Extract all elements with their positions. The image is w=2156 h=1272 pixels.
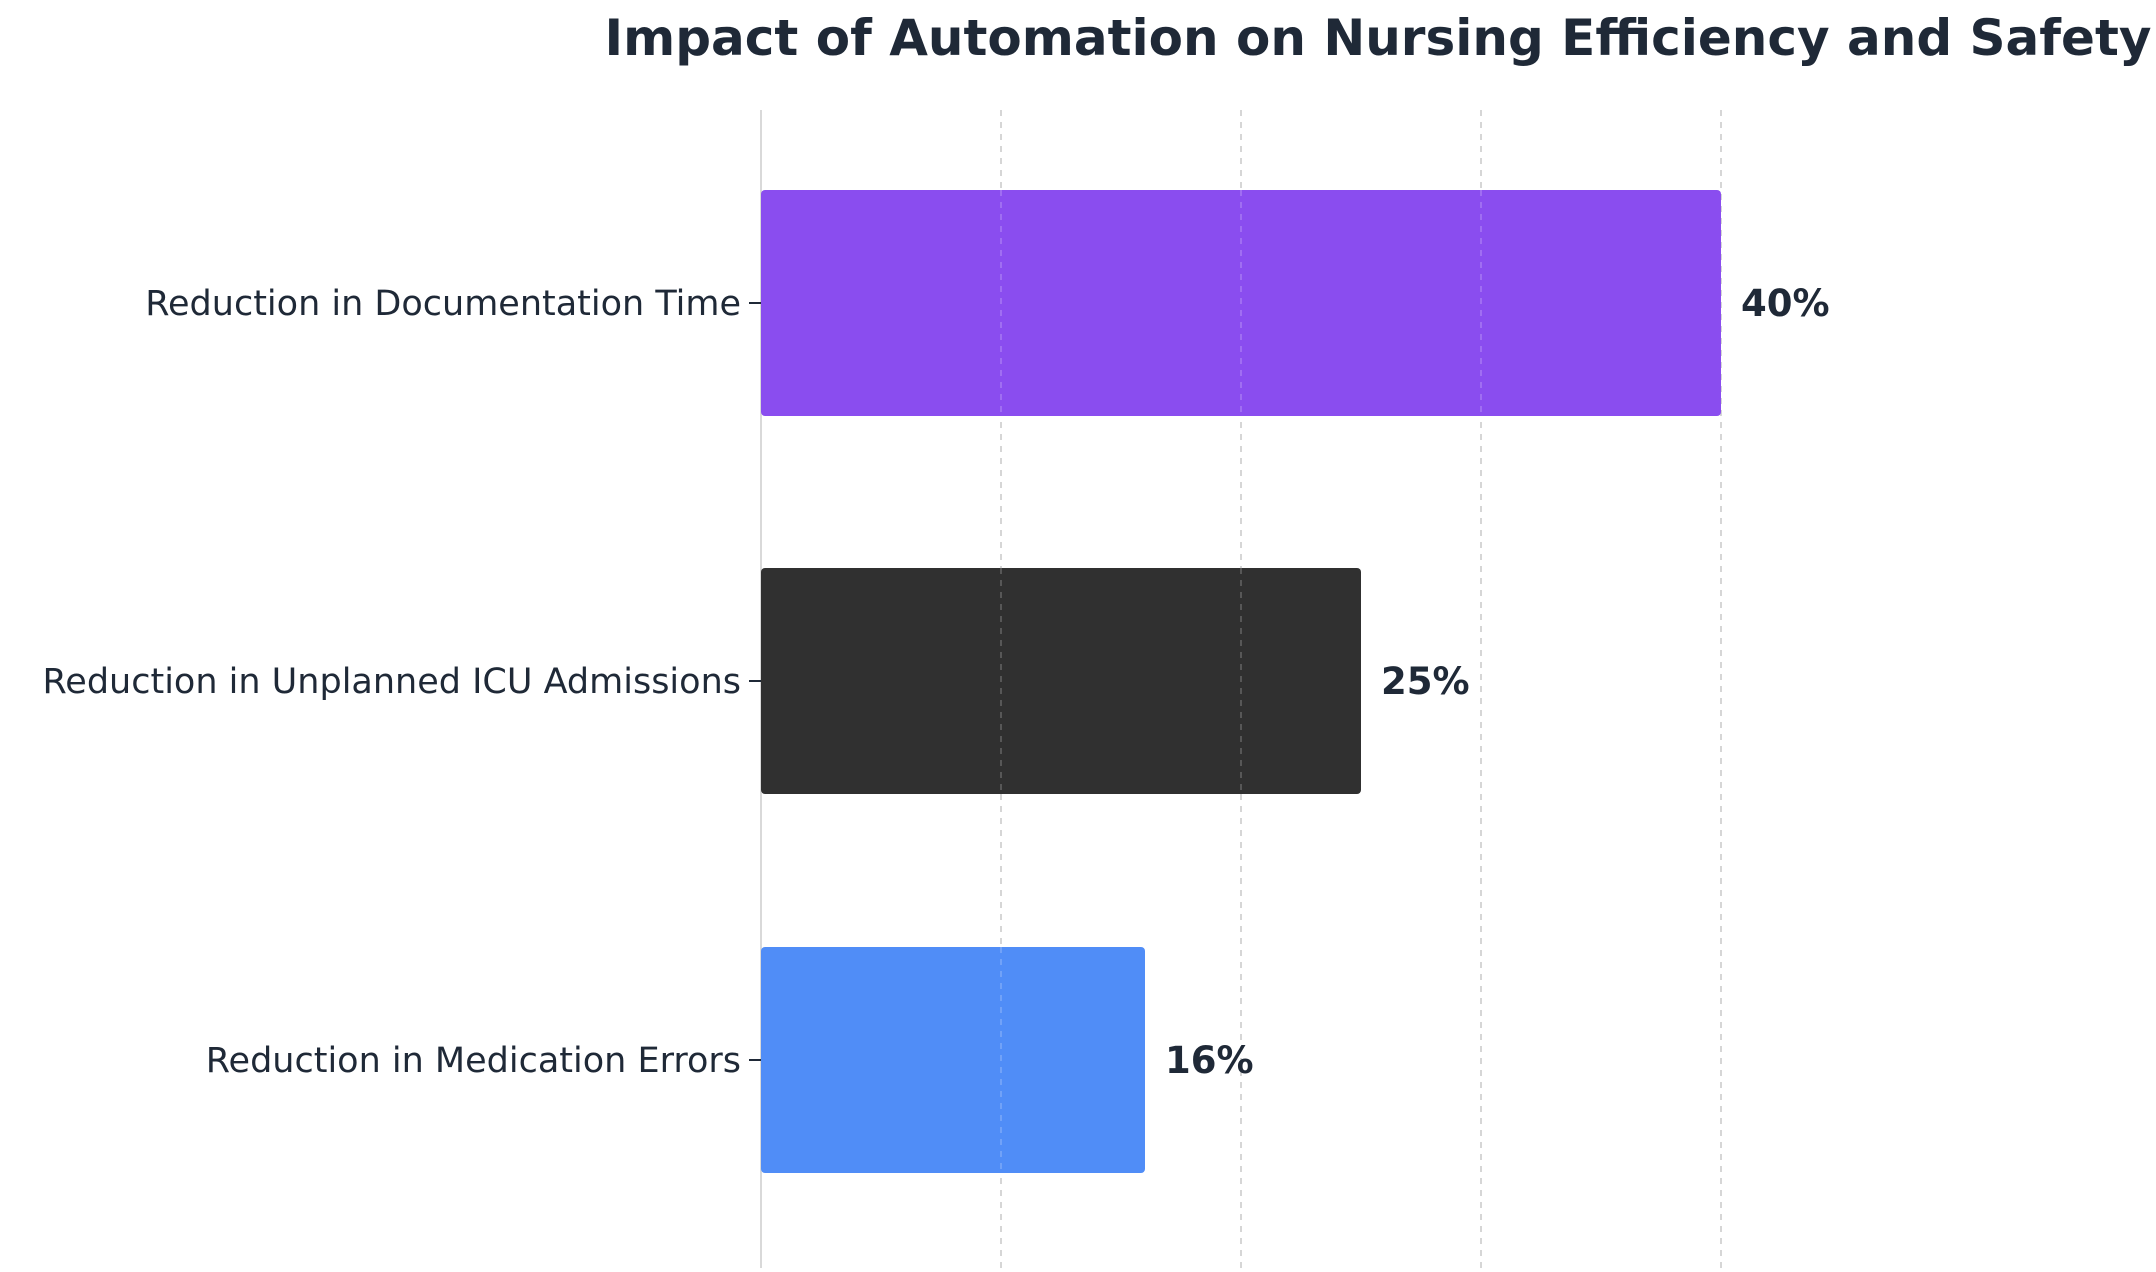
- y-tick-label: Reduction in Medication Errors: [206, 1041, 741, 1081]
- data-label: 16%: [1165, 1039, 1254, 1082]
- bar: [761, 947, 1145, 1173]
- labels: Reduction in Documentation Time 40% Reduct…: [43, 282, 1830, 1082]
- bars: [761, 190, 1721, 1173]
- chart-title: Impact of Automation on Nursing Efficien…: [605, 9, 2152, 67]
- bar: [761, 568, 1361, 794]
- data-label: 25%: [1381, 660, 1470, 703]
- y-tick-label: Reduction in Documentation Time: [145, 284, 741, 324]
- y-tick-label: Reduction in Unplanned ICU Admissions: [43, 662, 741, 702]
- data-label: 40%: [1741, 282, 1830, 325]
- bar: [761, 190, 1721, 416]
